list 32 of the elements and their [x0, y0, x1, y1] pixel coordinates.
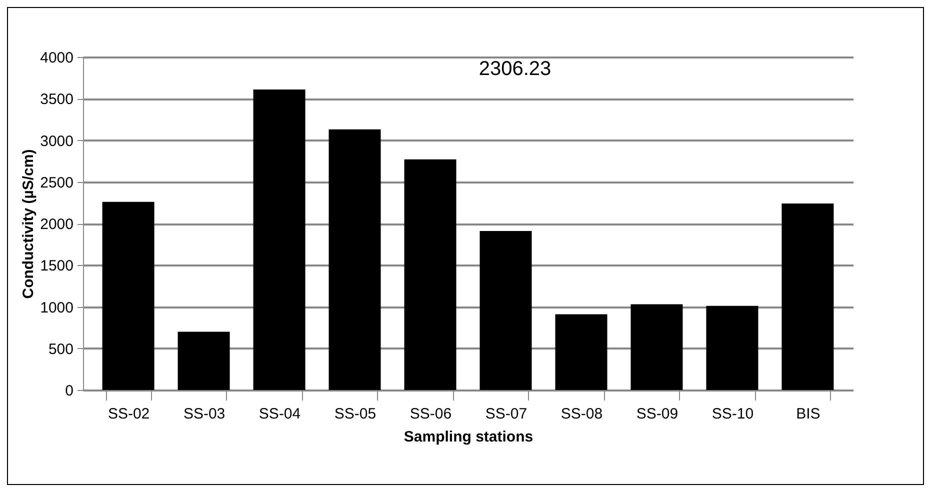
- y-tick-label: 3000: [40, 132, 74, 150]
- x-tick-label: BIS: [796, 406, 820, 422]
- x-axis-title: Sampling stations: [404, 428, 534, 446]
- x-tick-label: SS-06: [410, 406, 452, 422]
- bar: [178, 332, 230, 390]
- x-tick-label: SS-04: [258, 406, 301, 422]
- bar: [555, 314, 608, 390]
- y-axis-title: Conductivity (µS/cm): [20, 149, 38, 299]
- y-tick-label: 4000: [40, 50, 74, 66]
- x-tick-label: SS-03: [183, 406, 226, 422]
- bar: [630, 304, 683, 390]
- y-tick-label: 0: [65, 382, 74, 400]
- annotation: 2306.23: [478, 58, 552, 80]
- bar: [480, 230, 532, 390]
- bar: [782, 204, 834, 390]
- bar: [328, 129, 381, 390]
- x-tick-label: SS-08: [560, 406, 603, 422]
- bar: [404, 159, 456, 390]
- x-tick-label: SS-07: [485, 406, 528, 422]
- x-tick-label: SS-05: [334, 406, 376, 422]
- bar: [706, 306, 758, 390]
- y-tick-label: 500: [48, 340, 74, 358]
- y-tick-label: 1500: [40, 258, 74, 275]
- x-tick-label: SS-10: [712, 406, 754, 422]
- y-tick-label: 2500: [40, 174, 74, 192]
- bar: [253, 89, 306, 390]
- y-tick-label: 1000: [40, 299, 74, 316]
- bar: [102, 202, 154, 390]
- y-tick-label: 3500: [40, 91, 74, 108]
- y-tick-label: 2000: [40, 216, 74, 233]
- x-tick-label: SS-02: [108, 406, 150, 422]
- x-tick-label: SS-09: [636, 406, 678, 422]
